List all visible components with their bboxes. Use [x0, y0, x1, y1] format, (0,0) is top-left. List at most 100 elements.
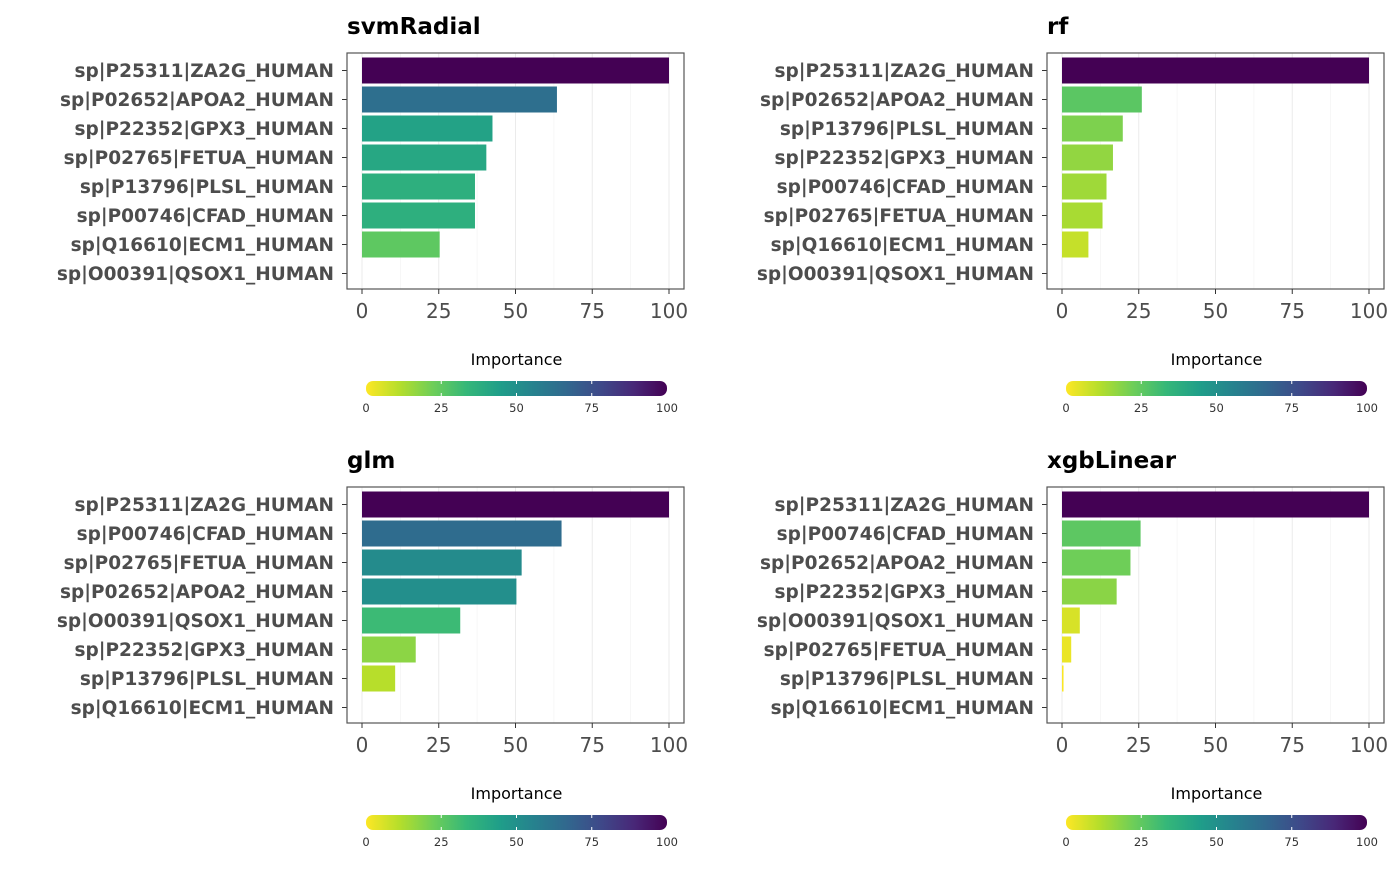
bar — [1062, 231, 1089, 258]
x-tick-label: 75 — [580, 733, 605, 757]
category-label: sp|P02652|APOA2_HUMAN — [760, 553, 1034, 574]
category-label: sp|P02765|FETUA_HUMAN — [64, 148, 334, 169]
colorbar — [1066, 381, 1367, 396]
colorbar-tick-label: 100 — [656, 401, 678, 415]
colorbar-tick-label: 0 — [362, 401, 369, 415]
colorbar — [366, 381, 667, 396]
x-tick-label: 0 — [1056, 733, 1069, 757]
panel-title: svmRadial — [347, 14, 481, 40]
x-tick-label: 25 — [426, 733, 451, 757]
bar — [362, 144, 487, 171]
colorbar-tick-label: 100 — [656, 835, 678, 849]
category-label: sp|P00746|CFAD_HUMAN — [777, 524, 1034, 545]
x-tick-label: 50 — [503, 299, 528, 323]
bar — [1062, 144, 1113, 171]
category-label: sp|P02652|APOA2_HUMAN — [60, 582, 334, 603]
colorbar-tick-label: 75 — [584, 401, 599, 415]
facet-panel-2: glm sp|P25311|ZA2G_HUMAN sp|P00746|CFAD_HU… — [57, 448, 688, 849]
colorbar-tick-label: 100 — [1356, 401, 1378, 415]
x-tick-label: 75 — [1280, 299, 1305, 323]
category-label: sp|Q16610|ECM1_HUMAN — [771, 235, 1034, 256]
category-label: sp|P22352|GPX3_HUMAN — [774, 582, 1034, 603]
legend: Importance 0 25 50 75 100 — [362, 784, 678, 849]
x-tick-label: 25 — [426, 299, 451, 323]
bar — [362, 115, 493, 142]
category-label: sp|P25311|ZA2G_HUMAN — [75, 495, 334, 516]
category-label: sp|P02652|APOA2_HUMAN — [60, 90, 334, 111]
category-label: sp|P25311|ZA2G_HUMAN — [75, 61, 334, 82]
x-tick-label: 100 — [650, 299, 688, 323]
category-label: sp|P22352|GPX3_HUMAN — [774, 148, 1034, 169]
category-label: sp|O00391|QSOX1_HUMAN — [757, 611, 1034, 632]
category-label: sp|P13796|PLSL_HUMAN — [780, 669, 1034, 690]
category-label: sp|P13796|PLSL_HUMAN — [80, 177, 334, 198]
category-label: sp|Q16610|ECM1_HUMAN — [771, 698, 1034, 719]
bar — [1062, 86, 1142, 113]
colorbar-tick-label: 50 — [1209, 835, 1224, 849]
x-tick-label: 100 — [1350, 299, 1388, 323]
category-label: sp|P13796|PLSL_HUMAN — [80, 669, 334, 690]
bar — [1062, 549, 1131, 576]
category-label: sp|P00746|CFAD_HUMAN — [777, 177, 1034, 198]
bar — [362, 231, 440, 258]
bar — [1062, 173, 1107, 200]
panel-title: xgbLinear — [1047, 448, 1177, 474]
facet-panel-0: svmRadial sp|P25311|ZA2G_HUMAN sp|P02652|A… — [57, 14, 688, 415]
colorbar — [1066, 815, 1367, 830]
bar — [362, 578, 517, 605]
colorbar-tick-label: 100 — [1356, 835, 1378, 849]
x-tick-label: 50 — [1203, 733, 1228, 757]
bar — [1062, 520, 1141, 547]
colorbar-tick-label: 75 — [584, 835, 599, 849]
x-tick-label: 0 — [356, 299, 369, 323]
category-label: sp|P25311|ZA2G_HUMAN — [775, 61, 1034, 82]
bar — [362, 86, 557, 113]
legend-title: Importance — [1171, 784, 1263, 803]
bar — [362, 665, 396, 692]
colorbar-tick-label: 0 — [1062, 835, 1069, 849]
x-tick-label: 100 — [650, 733, 688, 757]
bar — [1062, 115, 1123, 142]
category-label: sp|P02765|FETUA_HUMAN — [64, 553, 334, 574]
bar — [1062, 491, 1369, 518]
colorbar-tick-label: 0 — [1062, 401, 1069, 415]
legend: Importance 0 25 50 75 100 — [1062, 350, 1378, 415]
bar — [1062, 202, 1103, 229]
category-label: sp|O00391|QSOX1_HUMAN — [57, 264, 334, 285]
legend-title: Importance — [471, 784, 563, 803]
bar — [362, 57, 669, 84]
colorbar — [366, 815, 667, 830]
colorbar-tick-label: 25 — [1134, 835, 1149, 849]
panel-title: glm — [347, 448, 395, 474]
bar — [1062, 665, 1064, 692]
colorbar-tick-label: 75 — [1284, 401, 1299, 415]
category-label: sp|P00746|CFAD_HUMAN — [77, 524, 334, 545]
legend-title: Importance — [471, 350, 563, 369]
bar — [362, 607, 461, 634]
colorbar-tick-label: 25 — [1134, 401, 1149, 415]
x-tick-label: 75 — [580, 299, 605, 323]
bar — [1062, 607, 1080, 634]
category-label: sp|P02765|FETUA_HUMAN — [764, 206, 1034, 227]
legend-title: Importance — [1171, 350, 1263, 369]
category-label: sp|P13796|PLSL_HUMAN — [780, 119, 1034, 140]
x-tick-label: 0 — [1056, 299, 1069, 323]
colorbar-tick-label: 75 — [1284, 835, 1299, 849]
category-label: sp|O00391|QSOX1_HUMAN — [57, 611, 334, 632]
x-tick-label: 75 — [1280, 733, 1305, 757]
bar — [1062, 578, 1117, 605]
x-tick-label: 100 — [1350, 733, 1388, 757]
bar — [362, 173, 475, 200]
colorbar-tick-label: 25 — [434, 401, 449, 415]
bar — [1062, 636, 1072, 663]
bar — [362, 636, 416, 663]
category-label: sp|Q16610|ECM1_HUMAN — [71, 698, 334, 719]
colorbar-tick-label: 50 — [509, 401, 524, 415]
category-label: sp|P00746|CFAD_HUMAN — [77, 206, 334, 227]
x-tick-label: 25 — [1126, 299, 1151, 323]
category-label: sp|P25311|ZA2G_HUMAN — [775, 495, 1034, 516]
panel-title: rf — [1047, 14, 1069, 40]
bar — [1062, 57, 1369, 84]
